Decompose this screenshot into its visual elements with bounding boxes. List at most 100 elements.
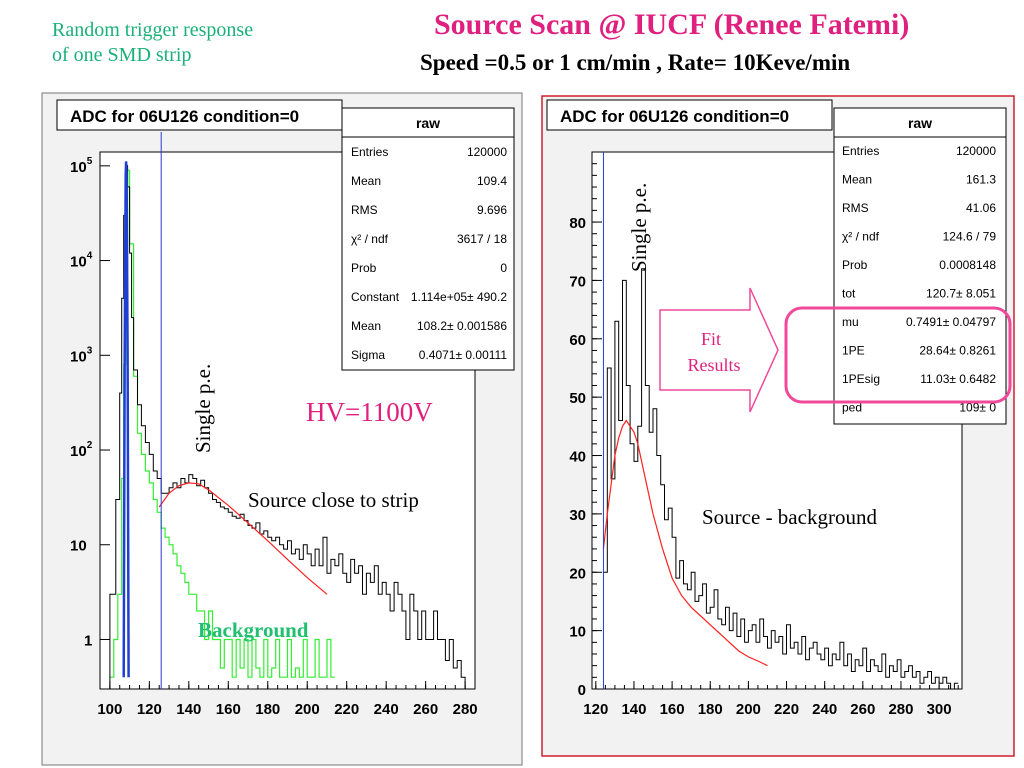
right-stat-label: 1PE [842, 344, 865, 358]
right-header-text: ADC for 06U126 condition=0 [560, 107, 789, 126]
left-stats-box [341, 107, 515, 371]
left-y-tick-exponent: 3 [87, 345, 93, 356]
right-stat-label: χ² / ndf [842, 230, 880, 244]
left-stats-title: raw [416, 115, 440, 131]
right-y-tick-label: 0 [578, 682, 586, 699]
left-header-text: ADC for 06U126 condition=0 [70, 107, 299, 126]
right-stat-label: 1PEsig [842, 372, 880, 386]
right-stat-value: 124.6 / 79 [943, 230, 997, 244]
right-stat-value: 41.06 [966, 201, 996, 215]
intro-caption: Random trigger response of one SMD strip [52, 18, 253, 68]
fit-results-arrow [659, 287, 779, 413]
left-y-tick-exponent: 4 [87, 251, 93, 262]
left-x-tick-label: 200 [295, 701, 320, 718]
right-stat-label: ped [842, 401, 862, 415]
fit-label-line-1: Fit [701, 329, 721, 349]
right-stat-value: 0.0008148 [939, 258, 996, 272]
left-stat-label: χ² / ndf [351, 232, 389, 246]
left-fit-curve [158, 482, 328, 595]
left-x-tick-label: 160 [216, 701, 241, 718]
right-x-tick-label: 140 [621, 701, 646, 718]
right-stat-value: 109± 0 [959, 401, 996, 415]
right-stat-label: tot [842, 287, 856, 301]
source-close-label: Source close to strip [248, 488, 419, 512]
right-x-tick-label: 120 [583, 701, 608, 718]
left-stat-value: 108.2± 0.001586 [417, 319, 507, 333]
right-x-tick-label: 160 [660, 701, 685, 718]
right-y-tick-label: 50 [569, 390, 586, 407]
left-y-tick-label: 10 [70, 538, 87, 555]
left-stat-label: Entries [351, 145, 388, 159]
right-stats-title: raw [908, 115, 932, 131]
right-y-tick-label: 60 [569, 332, 586, 349]
left-stat-label: Mean [351, 174, 381, 188]
right-x-tick-label: 240 [812, 701, 837, 718]
left-x-tick-label: 280 [453, 701, 478, 718]
right-x-tick-label: 280 [888, 701, 913, 718]
right-y-tick-label: 80 [569, 215, 586, 232]
left-y-tick-label: 1 [84, 632, 92, 649]
intro-line-1: Random trigger response [52, 19, 254, 41]
fit-results-highlight [784, 306, 1012, 404]
left-stat-value: 0 [500, 261, 507, 275]
left-x-tick-label: 260 [413, 701, 438, 718]
left-x-tick-label: 120 [137, 701, 162, 718]
right-stat-value: 161.3 [966, 173, 996, 187]
right-stat-label: mu [842, 315, 859, 329]
left-x-tick-label: 100 [97, 701, 122, 718]
right-stat-label: Prob [842, 258, 868, 272]
left-x-tick-label: 220 [334, 701, 359, 718]
right-stat-value: 120000 [956, 144, 996, 158]
right-stats-box [833, 107, 1007, 425]
right-x-tick-label: 220 [774, 701, 799, 718]
right-y-tick-label: 40 [569, 449, 586, 466]
right-x-tick-label: 300 [927, 701, 952, 718]
background-label: Background [198, 618, 309, 642]
left-x-tick-label: 180 [255, 701, 280, 718]
left-panel: ADC for 06U126 condition=0 100 120 140 160 1… [41, 92, 523, 766]
fit-label-line-2: Results [687, 355, 740, 375]
right-stat-label: Entries [842, 144, 879, 158]
right-stat-value: 28.64± 0.8261 [919, 344, 996, 358]
left-y-tick-exponent: 2 [87, 440, 93, 451]
intro-line-2: of one SMD strip [52, 44, 192, 66]
right-stat-label: Mean [842, 173, 872, 187]
right-x-tick-label: 180 [698, 701, 723, 718]
right-fit-curve [602, 419, 768, 667]
slide-subtitle: Speed =0.5 or 1 cm/min , Rate= 10Keve/mi… [420, 50, 851, 75]
left-single-pe-label: Single p.e. [191, 364, 215, 453]
right-stat-value: 120.7± 8.051 [926, 287, 996, 301]
left-background-histogram [109, 169, 335, 678]
right-stat-value: 11.03± 0.6482 [920, 372, 996, 386]
left-stat-value: 3617 / 18 [457, 232, 507, 246]
right-source-bg-histogram [603, 268, 959, 690]
hv-label: HV=1100V [306, 397, 433, 427]
right-single-pe-label: Single p.e. [627, 183, 651, 272]
right-y-tick-label: 20 [569, 565, 586, 582]
right-x-tick-label: 200 [736, 701, 761, 718]
left-stat-label: Constant [351, 290, 400, 304]
left-source-histogram [100, 165, 470, 690]
left-pedestal-fit [122, 161, 130, 678]
left-stat-label: Sigma [351, 348, 385, 362]
source-bg-label: Source - background [702, 505, 877, 529]
right-panel: ADC for 06U126 condition=0 120 140 160 180 2… [541, 95, 1015, 757]
left-stat-value: 1.114e+05± 490.2 [411, 290, 507, 304]
right-y-tick-label: 10 [569, 624, 586, 641]
right-x-tick-label: 260 [850, 701, 875, 718]
right-y-tick-label: 30 [569, 507, 586, 524]
left-stat-label: Mean [351, 319, 381, 333]
right-header-box [546, 99, 833, 131]
left-stat-value: 0.4071± 0.00111 [419, 348, 508, 362]
left-stat-value: 109.4 [477, 174, 507, 188]
right-stat-label: RMS [842, 201, 869, 215]
left-stat-label: Prob [351, 261, 377, 275]
left-stat-value: 120000 [467, 145, 507, 159]
right-stat-value: 0.7491± 0.04797 [906, 315, 996, 329]
left-stat-label: RMS [351, 203, 378, 217]
slide-title: Source Scan @ IUCF (Renee Fatemi) [434, 8, 910, 41]
left-x-tick-label: 240 [374, 701, 399, 718]
left-x-tick-label: 140 [176, 701, 201, 718]
left-y-tick-exponent: 5 [87, 156, 93, 167]
